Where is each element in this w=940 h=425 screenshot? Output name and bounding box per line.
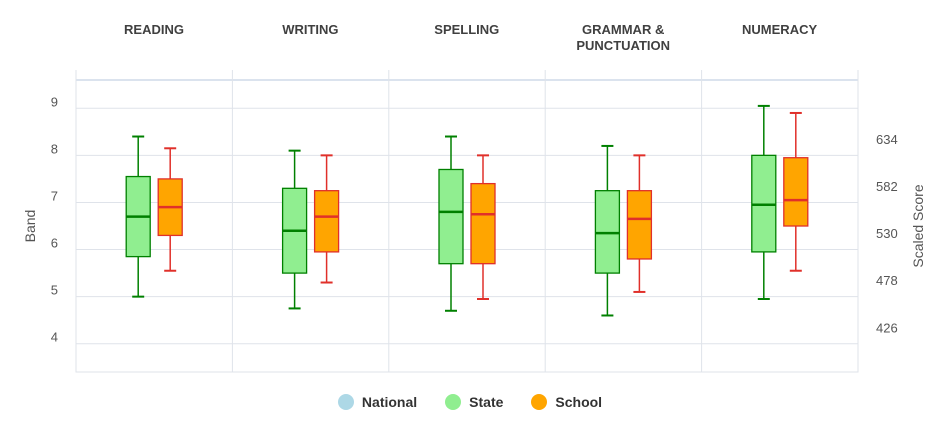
legend-label: National xyxy=(361,394,418,410)
y-tick-label: 7 xyxy=(51,188,58,203)
y2-tick-label: 478 xyxy=(876,273,898,288)
legend-item-state[interactable]: State xyxy=(445,394,503,410)
school-box xyxy=(470,182,496,265)
legend-item-national[interactable]: National xyxy=(337,394,418,410)
school-box xyxy=(783,157,809,227)
plot-area xyxy=(75,79,859,373)
y2-tick-label: 530 xyxy=(876,226,898,241)
legend-marker xyxy=(445,394,462,410)
legend-marker xyxy=(337,394,354,410)
subject-title: GRAMMAR & PUNCTUATION xyxy=(576,22,670,53)
y-tick-label: 4 xyxy=(51,330,58,345)
legend: National State School xyxy=(0,394,940,410)
y-tick-label: 5 xyxy=(51,283,58,298)
subject-title: WRITING xyxy=(282,22,339,37)
y-tick-label: 8 xyxy=(51,141,58,156)
y-axis-title: Band xyxy=(22,209,38,243)
subject-title: SPELLING xyxy=(434,22,500,37)
school-box xyxy=(313,190,340,253)
y2-tick-label: 582 xyxy=(876,179,898,194)
state-box xyxy=(438,168,464,265)
subject-title: NUMERACY xyxy=(742,22,818,37)
legend-item-school[interactable]: School xyxy=(531,394,602,410)
legend-label: School xyxy=(555,394,603,410)
subject-title: READING xyxy=(124,22,184,37)
legend-marker xyxy=(531,394,548,410)
y2-tick-label: 426 xyxy=(876,320,898,335)
y-tick-label: 9 xyxy=(51,94,58,109)
y-tick-label: 6 xyxy=(51,236,58,251)
y2-tick-label: 634 xyxy=(876,132,898,147)
legend-label: State xyxy=(469,394,504,410)
school-box xyxy=(626,190,653,260)
y2-axis-title: Scaled Score xyxy=(910,184,926,268)
